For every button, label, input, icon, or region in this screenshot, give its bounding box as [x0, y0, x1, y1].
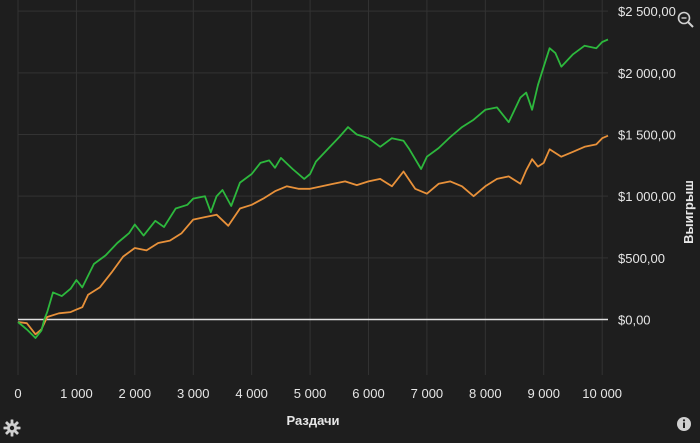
y-tick-label: $0,00	[618, 313, 651, 328]
y-tick-label: $1 000,00	[618, 189, 676, 204]
x-tick-label: 9 000	[527, 386, 560, 401]
x-tick-labels: 0 1 000 2 000 3 000 4 000 5 000 6 000 7 000 8 00…	[14, 386, 622, 401]
x-tick-label: 4 000	[235, 386, 268, 401]
x-tick-label: 10 000	[582, 386, 622, 401]
series-line	[17, 38, 609, 339]
x-tick-label: 0	[14, 386, 21, 401]
vertical-grid	[17, 0, 603, 375]
zoom-icon[interactable]	[676, 10, 696, 30]
gear-icon[interactable]	[2, 418, 22, 438]
info-icon[interactable]	[676, 416, 696, 436]
y-tick-label: $1 500,00	[618, 128, 676, 143]
x-tick-label: 8 000	[469, 386, 502, 401]
x-tick-label: 6 000	[352, 386, 385, 401]
y-axis-label: Выигрыш	[681, 180, 696, 244]
x-tick-label: 2 000	[119, 386, 152, 401]
series-line	[17, 134, 609, 336]
y-tick-label: $2 500,00	[618, 4, 676, 19]
x-tick-label: 1 000	[60, 386, 93, 401]
x-axis-label: Раздачи	[286, 413, 339, 428]
x-tick-label: 5 000	[294, 386, 327, 401]
series-layer	[17, 38, 609, 339]
x-tick-label: 3 000	[177, 386, 210, 401]
y-tick-label: $500,00	[618, 251, 665, 266]
y-tick-labels: $0,00 $500,00 $1 000,00 $1 500,00 $2 000,00 $…	[618, 4, 676, 327]
x-tick-label: 7 000	[411, 386, 444, 401]
y-tick-label: $2 000,00	[618, 66, 676, 81]
